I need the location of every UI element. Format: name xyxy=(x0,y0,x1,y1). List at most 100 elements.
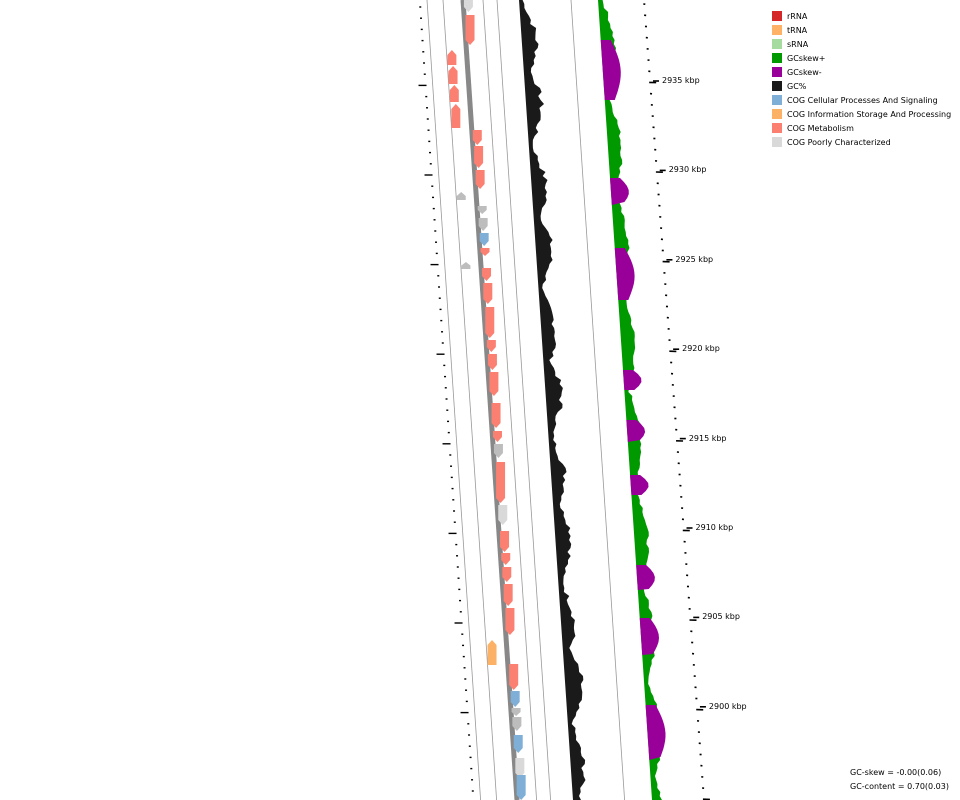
legend-label: GC% xyxy=(787,81,807,91)
cog-feature-arrow xyxy=(461,262,471,269)
cog-feature-arrow xyxy=(474,146,484,168)
cog-feature-arrow xyxy=(492,431,502,442)
cog-feature-arrow xyxy=(463,0,473,12)
cog-feature-arrow xyxy=(478,218,488,231)
cog-feature-arrow xyxy=(498,505,508,525)
cog-feature-arrow xyxy=(447,50,457,65)
gc-skew-stat: GC-skew = -0.00(0.06) xyxy=(850,768,942,777)
legend-label: GCskew+ xyxy=(787,53,826,63)
cog-feature-arrow xyxy=(493,444,503,458)
cog-feature-arrow xyxy=(513,735,523,753)
cog-feature-arrow xyxy=(448,66,458,84)
cog-feature-arrow xyxy=(510,691,520,707)
legend-item: sRNA xyxy=(772,37,951,51)
cog-feature-arrow xyxy=(479,233,489,246)
scale-label: 2915 kbp xyxy=(688,433,727,443)
cog-feature-arrow xyxy=(505,608,515,635)
legend-item: COG Poorly Characterized xyxy=(772,135,951,149)
cog-feature-arrow xyxy=(486,340,496,352)
cog-feature-arrow xyxy=(512,717,522,731)
cog-feature-arrow xyxy=(502,567,512,582)
legend-label: GCskew- xyxy=(787,67,822,77)
track-ring-line xyxy=(426,0,481,800)
cog-feature-arrow xyxy=(487,640,497,665)
cog-feature-arrow xyxy=(477,206,487,214)
cog-feature-arrow xyxy=(496,462,506,503)
legend-swatch-srna xyxy=(772,39,782,49)
legend-item: GCskew- xyxy=(772,65,951,79)
gc-skew-negative xyxy=(600,40,621,100)
gc-skew-negative xyxy=(639,618,659,655)
legend-label: COG Metabolism xyxy=(787,123,854,133)
gc-skew-negative xyxy=(610,178,629,205)
gc-content-profile xyxy=(519,0,586,800)
scale-label: 2900 kbp xyxy=(708,701,747,711)
gc-skew-negative xyxy=(636,565,655,590)
legend-label: rRNA xyxy=(787,11,808,21)
scale-label: 2920 kbp xyxy=(682,344,720,354)
cog-feature-arrow xyxy=(456,192,466,200)
scale-label: 2930 kbp xyxy=(668,165,707,175)
cog-feature-arrow xyxy=(491,403,501,428)
scale-label: 2910 kbp xyxy=(695,523,734,532)
cog-feature-arrow xyxy=(480,248,490,256)
legend-swatch-cog-info xyxy=(772,109,782,119)
gc-skew-negative xyxy=(626,420,646,442)
legend-item: COG Cellular Processes And Signaling xyxy=(772,93,951,107)
cog-feature-arrow xyxy=(515,758,525,778)
cog-feature-arrow xyxy=(516,775,526,800)
stats-block: GC-skew = -0.00(0.06) GC-content = 0.70(… xyxy=(850,766,949,794)
cog-feature-arrow xyxy=(483,283,493,304)
legend-item: rRNA xyxy=(772,9,951,23)
cog-feature-arrow xyxy=(511,708,521,716)
legend-label: COG Poorly Characterized xyxy=(787,137,891,147)
track-ring-line xyxy=(442,0,497,800)
cog-feature-arrow xyxy=(489,372,499,396)
gc-skew-negative xyxy=(645,705,666,760)
legend-swatch-gc-percent xyxy=(772,81,782,91)
track-rings xyxy=(426,0,625,800)
track-ring-line xyxy=(496,0,551,800)
legend-item: GC% xyxy=(772,79,951,93)
cog-feature-arrow xyxy=(449,85,459,102)
legend: rRNA tRNA sRNA GCskew+ GCskew- GC% COG C… xyxy=(772,9,951,149)
scale-label: 2935 kbp xyxy=(662,76,700,85)
legend-item: COG Information Storage And Processing xyxy=(772,107,951,121)
cog-feature-track xyxy=(447,0,526,800)
cog-feature-arrow xyxy=(482,268,492,281)
track-ring-line xyxy=(482,0,537,800)
gc-skew-negative xyxy=(622,370,642,390)
legend-swatch-gcskew-neg xyxy=(772,67,782,77)
cog-feature-arrow xyxy=(503,584,513,606)
cog-feature-arrow xyxy=(487,354,497,370)
legend-swatch-cog-poor xyxy=(772,137,782,147)
gc-skew-negative xyxy=(614,248,635,300)
legend-label: COG Information Storage And Processing xyxy=(787,109,952,119)
cog-feature-arrow xyxy=(501,553,511,565)
legend-item: COG Metabolism xyxy=(772,121,951,135)
legend-item: GCskew+ xyxy=(772,51,951,65)
legend-swatch-cog-metabolism xyxy=(772,123,782,133)
gc-content-stat: GC-content = 0.70(0.03) xyxy=(850,782,949,791)
cog-feature-arrow xyxy=(472,130,482,145)
genome-backbone xyxy=(460,0,520,800)
cog-feature-arrow xyxy=(485,307,495,338)
legend-label: COG Cellular Processes And Signaling xyxy=(787,95,938,105)
scale-label: 2905 kbp xyxy=(702,612,740,622)
legend-item: tRNA xyxy=(772,23,951,37)
cog-feature-arrow xyxy=(509,664,519,690)
legend-label: sRNA xyxy=(787,39,809,49)
gc-skew-negative xyxy=(630,475,649,495)
cog-feature-arrow xyxy=(475,170,485,189)
cog-feature-arrow xyxy=(465,15,475,45)
gc-content-track xyxy=(519,0,586,800)
scale-label: 2925 kbp xyxy=(675,254,714,264)
gc-skew-positive xyxy=(598,0,662,800)
legend-label: tRNA xyxy=(787,25,808,35)
track-ring-line xyxy=(570,0,625,800)
cog-feature-arrow xyxy=(500,531,510,552)
scale-ticks xyxy=(418,3,710,800)
legend-swatch-cog-cellular xyxy=(772,95,782,105)
legend-swatch-gcskew-pos xyxy=(772,53,782,63)
